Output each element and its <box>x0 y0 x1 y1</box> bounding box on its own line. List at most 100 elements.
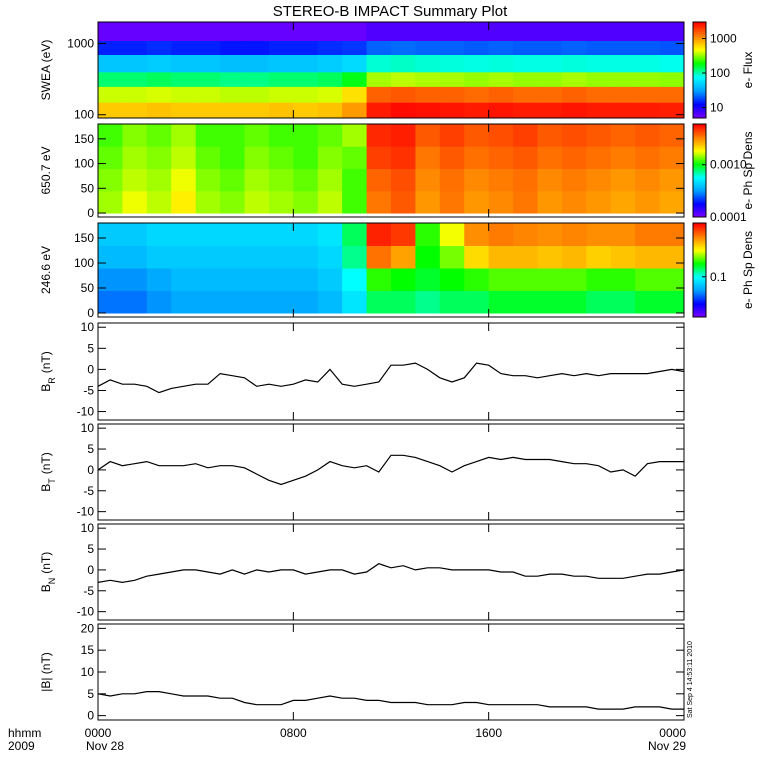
colorbar-step <box>693 44 706 47</box>
heatmap-cell <box>220 54 245 73</box>
heatmap-cell <box>220 290 245 314</box>
colorbar-step <box>693 66 706 69</box>
heatmap-cell <box>391 223 416 246</box>
heatmap-cell <box>98 124 123 147</box>
heatmap-cell <box>317 54 343 73</box>
heatmap-cell <box>635 168 661 192</box>
heatmap-cell <box>195 223 221 246</box>
heatmap-cell <box>317 168 343 192</box>
heatmap-cell <box>342 71 368 87</box>
heatmap-cell <box>391 22 416 42</box>
heatmap-cell <box>268 40 294 55</box>
heatmap-cell <box>195 268 221 291</box>
colorbar-step <box>693 81 706 84</box>
y-tick-label: 15 <box>81 643 95 657</box>
colorbar-step <box>693 151 706 154</box>
y-tick-label: 150 <box>74 132 94 146</box>
colorbar-step <box>693 87 706 90</box>
y-axis-label: BT (nT) <box>39 452 57 492</box>
heatmap-cell <box>415 245 441 269</box>
colorbar-step <box>693 63 706 66</box>
colorbar-frame <box>692 21 707 119</box>
colorbar-step <box>693 41 706 44</box>
colorbar-step <box>693 70 706 73</box>
heatmap-cell <box>659 223 685 246</box>
colorbar-step <box>693 299 706 302</box>
colorbar-step <box>693 274 706 277</box>
colorbar-step <box>693 116 706 119</box>
panel-frame <box>97 523 685 621</box>
heatmap-cell <box>317 290 343 314</box>
heatmap-cell <box>342 168 368 192</box>
heatmap-cell <box>439 190 465 214</box>
colorbar-step <box>693 307 706 310</box>
heatmap-cell <box>610 40 636 55</box>
colorbar-step <box>693 199 706 202</box>
heatmap-cell <box>366 268 392 291</box>
heatmap-cell <box>439 168 465 192</box>
colorbar-step <box>693 92 706 95</box>
heatmap-cell <box>195 40 221 55</box>
colorbar-step <box>693 198 706 201</box>
heatmap-cell <box>415 86 441 103</box>
heatmap-cell <box>366 22 392 42</box>
heatmap-cell <box>171 86 197 103</box>
colorbar-step <box>693 113 706 116</box>
colorbar-step <box>693 248 706 251</box>
y-tick-label: -5 <box>83 584 94 598</box>
heatmap-cell <box>659 245 685 269</box>
colorbar-step <box>693 237 706 240</box>
y-tick-label: -5 <box>83 383 94 397</box>
heatmap-cell <box>122 190 148 214</box>
colorbar-step <box>693 137 706 140</box>
heatmap-cell <box>488 86 514 103</box>
heatmap-cell <box>513 124 538 147</box>
heatmap-cell <box>98 168 123 192</box>
heatmap-cell <box>561 40 587 55</box>
panel-frame <box>97 623 685 721</box>
heatmap-cell <box>659 102 685 119</box>
colorbar-step <box>693 260 706 263</box>
heatmap-cell <box>610 124 636 147</box>
y-tick-label: 10 <box>81 665 95 679</box>
colorbar-step <box>693 254 706 257</box>
heatmap-cell <box>488 40 514 55</box>
heatmap-cell <box>513 190 538 214</box>
colorbar-step <box>693 277 706 280</box>
colorbar-step <box>693 22 706 25</box>
colorbar-step <box>693 74 706 77</box>
heatmap-cell <box>659 124 685 147</box>
y-label-main: |B| (nT) <box>39 652 53 692</box>
colorbar-step <box>693 106 706 109</box>
colorbar-step <box>693 42 706 45</box>
colorbar-step <box>693 145 706 148</box>
heatmap-cell <box>171 146 197 170</box>
heatmap-cell <box>561 124 587 147</box>
colorbar-step <box>693 293 706 296</box>
heatmap-cell <box>391 190 416 214</box>
colorbar-step <box>693 102 706 105</box>
heatmap-cell <box>268 86 294 103</box>
colorbar-step <box>693 159 706 162</box>
y-label-main: SWEA (eV) <box>39 40 53 101</box>
heatmap-cell <box>342 268 368 291</box>
heatmap-cell <box>415 71 441 87</box>
heatmap-cell <box>122 54 148 73</box>
colorbar-step <box>693 168 706 171</box>
y-tick-label: 50 <box>81 181 95 195</box>
heatmap-cell <box>244 40 270 55</box>
heatmap-cell <box>635 102 661 119</box>
heatmap-cell <box>317 245 343 269</box>
heatmap-cell <box>488 146 514 170</box>
heatmap-cell <box>513 290 538 314</box>
heatmap-cell <box>537 40 563 55</box>
colorbar-step <box>693 139 706 142</box>
heatmap-cell <box>561 168 587 192</box>
colorbar-step <box>693 244 706 247</box>
heatmap-cell <box>317 223 343 246</box>
heatmap-cell <box>659 268 685 291</box>
y-label-sub: R <box>47 377 57 384</box>
y-tick-label: 1000 <box>67 36 94 50</box>
colorbar-step <box>693 210 706 213</box>
